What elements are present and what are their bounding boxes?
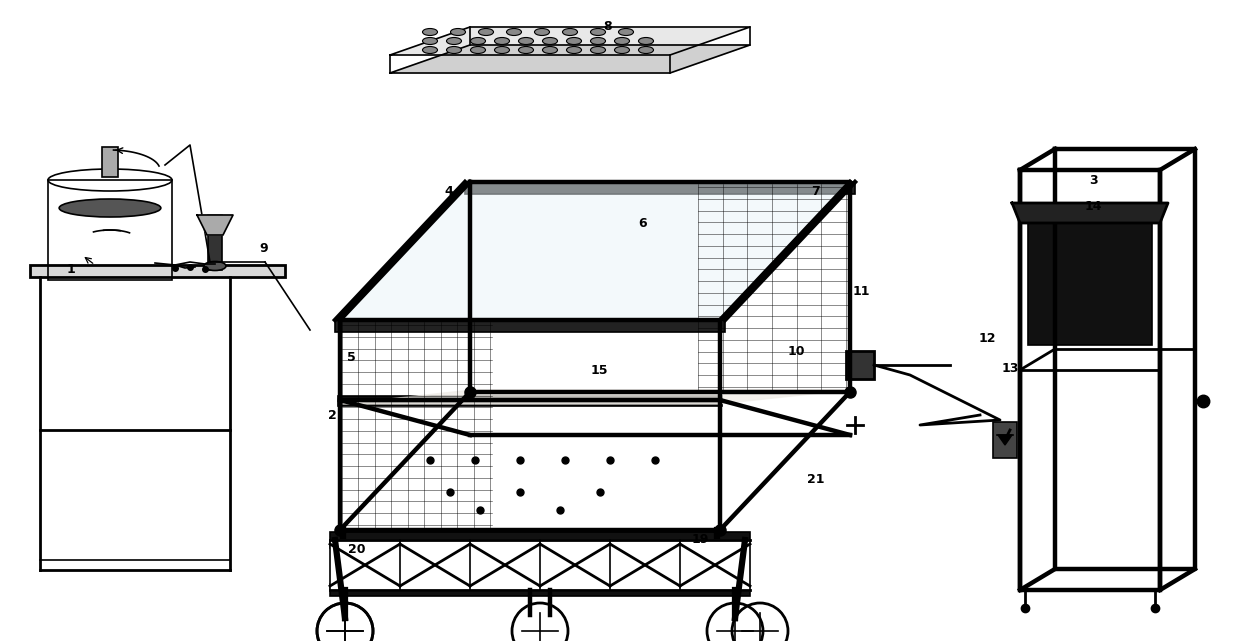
Ellipse shape [567,47,582,53]
FancyBboxPatch shape [993,422,1017,458]
Text: 15: 15 [590,364,608,377]
Text: 1: 1 [66,263,76,276]
Ellipse shape [470,38,486,44]
Ellipse shape [495,47,510,53]
Text: 2: 2 [327,409,337,422]
Ellipse shape [470,47,486,53]
Ellipse shape [590,47,605,53]
Text: 7: 7 [811,185,821,197]
Ellipse shape [423,38,438,44]
Text: 21: 21 [807,473,825,486]
Polygon shape [340,182,849,320]
Ellipse shape [423,47,438,53]
Text: 8: 8 [604,21,611,33]
Polygon shape [342,390,848,404]
FancyBboxPatch shape [330,532,750,548]
Ellipse shape [639,47,653,53]
Polygon shape [680,540,750,590]
Text: 12: 12 [978,332,996,345]
Ellipse shape [446,47,461,53]
Text: 10: 10 [787,345,805,358]
Ellipse shape [534,28,549,35]
FancyBboxPatch shape [465,182,856,194]
Polygon shape [1012,203,1168,223]
Ellipse shape [446,38,461,44]
Ellipse shape [60,199,161,217]
Ellipse shape [619,28,634,35]
Polygon shape [391,45,750,73]
FancyBboxPatch shape [208,215,222,270]
FancyBboxPatch shape [846,351,874,379]
FancyBboxPatch shape [102,147,118,177]
Polygon shape [998,435,1012,445]
Polygon shape [330,540,401,590]
Text: 19: 19 [692,533,709,546]
Ellipse shape [518,47,533,53]
Ellipse shape [615,47,630,53]
FancyBboxPatch shape [30,265,285,277]
Polygon shape [401,540,470,590]
Ellipse shape [639,38,653,44]
Text: 20: 20 [348,544,366,556]
Text: 3: 3 [1090,174,1097,187]
Ellipse shape [567,38,582,44]
Text: 5: 5 [346,351,356,364]
Polygon shape [197,215,233,235]
Ellipse shape [518,38,533,44]
Ellipse shape [506,28,522,35]
Ellipse shape [543,38,558,44]
Text: 11: 11 [853,285,870,298]
Text: 9: 9 [260,242,268,255]
Ellipse shape [205,262,226,271]
Ellipse shape [495,38,510,44]
Ellipse shape [543,47,558,53]
FancyBboxPatch shape [335,320,725,332]
FancyBboxPatch shape [330,584,750,596]
Polygon shape [391,27,750,55]
Ellipse shape [423,28,438,35]
Ellipse shape [563,28,578,35]
Ellipse shape [590,38,605,44]
Ellipse shape [479,28,494,35]
Polygon shape [610,540,680,590]
Ellipse shape [590,28,605,35]
Text: 14: 14 [1085,200,1102,213]
Text: 13: 13 [1002,362,1019,375]
Ellipse shape [450,28,465,35]
Text: 4: 4 [444,185,454,197]
Ellipse shape [615,38,630,44]
Text: 6: 6 [639,217,646,229]
Polygon shape [539,540,610,590]
Polygon shape [470,540,539,590]
FancyBboxPatch shape [1028,215,1152,345]
FancyBboxPatch shape [339,396,722,406]
